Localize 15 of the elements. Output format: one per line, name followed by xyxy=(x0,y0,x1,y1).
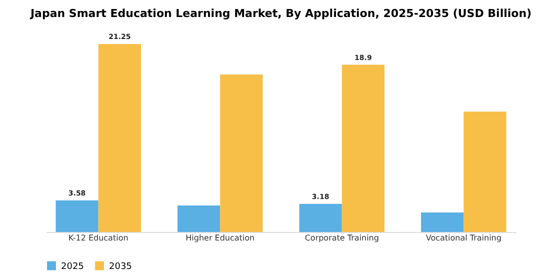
bar xyxy=(98,44,141,232)
bar xyxy=(56,200,98,232)
x-tick-label: K-12 Education xyxy=(68,234,128,242)
legend-label: 2025 xyxy=(61,262,84,272)
bar xyxy=(464,112,506,232)
bar xyxy=(299,204,342,232)
bar xyxy=(178,205,220,232)
bar xyxy=(421,212,464,232)
x-tick-label: Higher Education xyxy=(186,234,255,242)
bar xyxy=(342,64,384,232)
bar xyxy=(220,74,263,232)
x-tick-label: Corporate Training xyxy=(304,234,379,242)
legend-label: 2035 xyxy=(109,262,132,272)
x-tick-label: Vocational Training xyxy=(426,234,502,242)
chart-title: Japan Smart Education Learning Market, By Application, 2025-2035 (USD Billion) xyxy=(29,7,532,20)
